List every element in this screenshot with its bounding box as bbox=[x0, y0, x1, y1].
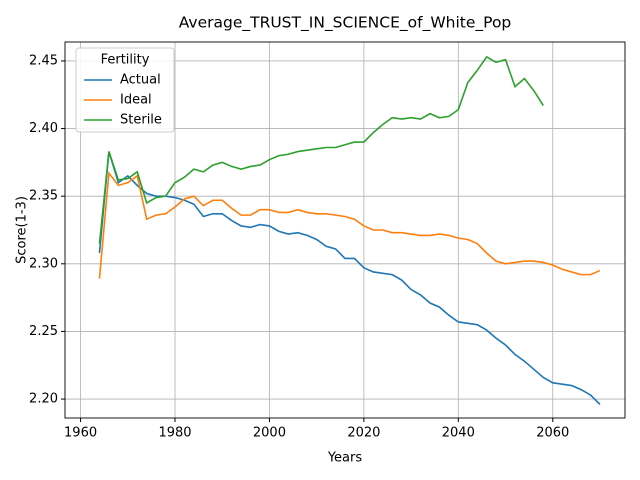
legend: Fertility Actual Ideal Sterile bbox=[75, 47, 175, 133]
chart-title: Average_TRUST_IN_SCIENCE_of_White_Pop bbox=[179, 14, 512, 33]
legend-label: Actual bbox=[120, 73, 161, 88]
y-tick-label: 2.40 bbox=[29, 121, 58, 136]
y-axis-label: Score(1-3) bbox=[15, 196, 30, 264]
legend-box bbox=[75, 47, 175, 133]
y-tick-label: 2.45 bbox=[29, 53, 58, 68]
x-tick-label: 2060 bbox=[536, 426, 569, 441]
legend-label: Ideal bbox=[120, 93, 152, 108]
y-tick-label: 2.35 bbox=[29, 189, 58, 204]
x-tick-label: 2000 bbox=[253, 426, 286, 441]
line-series bbox=[98, 55, 544, 244]
legend-title: Fertility bbox=[101, 53, 150, 68]
y-tick-label: 2.25 bbox=[29, 324, 58, 339]
x-tick-label: 1980 bbox=[158, 426, 191, 441]
y-tick-label: 2.20 bbox=[29, 392, 58, 407]
x-tick-label: 2040 bbox=[442, 426, 475, 441]
line-series bbox=[98, 151, 601, 406]
x-axis-label: Years bbox=[327, 451, 363, 466]
x-tick-label: 2020 bbox=[347, 426, 380, 441]
y-tick-label: 2.30 bbox=[29, 256, 58, 271]
legend-label: Sterile bbox=[120, 113, 162, 128]
line-series bbox=[98, 171, 601, 279]
x-tick-label: 1960 bbox=[64, 426, 97, 441]
plot-frame bbox=[64, 41, 626, 419]
